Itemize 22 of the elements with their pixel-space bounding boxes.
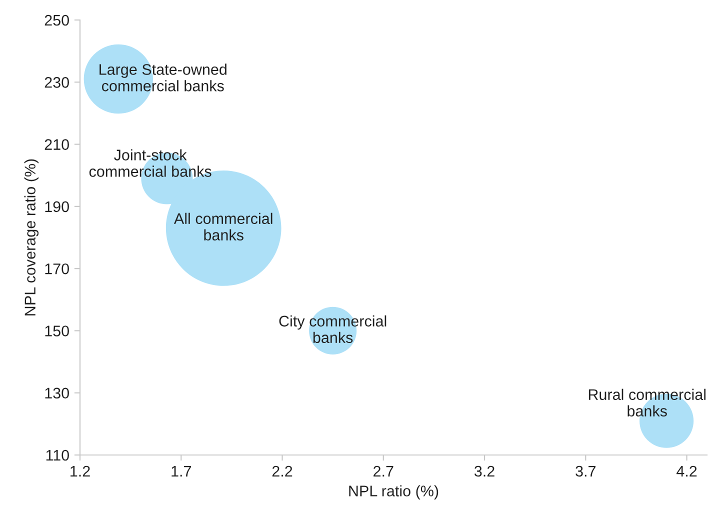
y-tick-label: 230 xyxy=(44,77,69,88)
x-tick-label: 1.7 xyxy=(172,466,191,476)
series-label: Joint-stock commercial banks xyxy=(89,149,212,177)
y-tick-label: 170 xyxy=(45,263,69,274)
y-tick-label: 210 xyxy=(44,139,69,150)
series-label: City commercial banks xyxy=(279,315,386,344)
y-tick-label: 130 xyxy=(45,388,69,399)
y-tick-label: 250 xyxy=(44,14,69,26)
series-label: All commercial banks xyxy=(174,212,272,241)
x-axis-title: NPL ratio (%) xyxy=(349,485,438,500)
series-label: Large State-owned commercial banks xyxy=(100,64,226,92)
x-tick-label: 1.2 xyxy=(70,466,90,476)
y-tick-label: 110 xyxy=(46,450,69,461)
y-tick-label: 190 xyxy=(45,201,69,212)
x-tick-label: 3.7 xyxy=(576,466,596,477)
x-tick-label: 4.2 xyxy=(676,466,697,476)
series-label: Rural commercial banks xyxy=(588,388,706,416)
x-tick-label: 3.2 xyxy=(474,466,494,477)
x-tick-label: 2.7 xyxy=(374,466,394,476)
y-tick-label: 150 xyxy=(45,326,69,336)
x-tick-label: 2.2 xyxy=(272,466,292,476)
y-axis-title: NPL coverage ratio (%) xyxy=(24,159,39,316)
